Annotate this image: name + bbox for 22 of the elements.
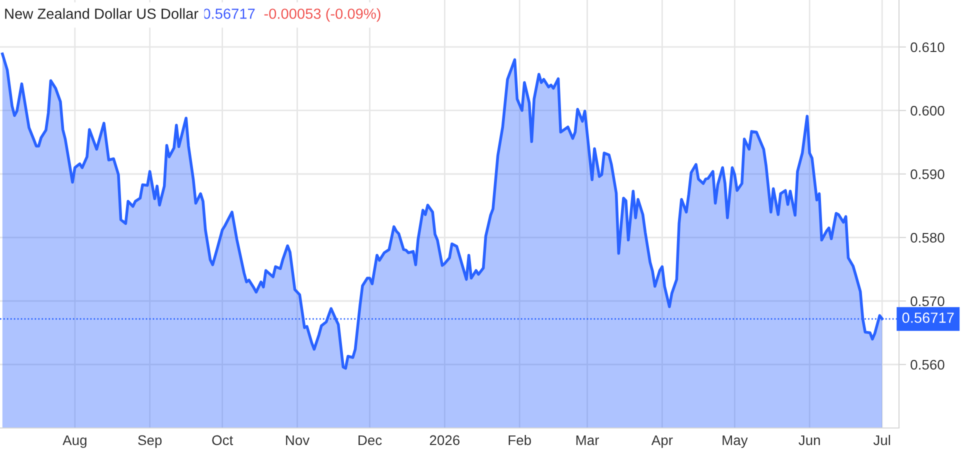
y-tick-label: 0.580	[910, 232, 944, 243]
chart-title: New Zealand Dollar US Dollar	[5, 8, 198, 19]
annotation: -0.00053 (-0.09%)	[264, 8, 380, 22]
x-tick-label: Apr	[651, 435, 673, 448]
x-tick-label: Sep	[138, 435, 162, 448]
y-tick-label: 0.560	[910, 360, 944, 370]
y-tick-label: 0.610	[910, 42, 944, 52]
x-tick-label: May	[722, 435, 748, 448]
x-tick-label: 2026	[430, 435, 460, 446]
x-tick-label: Oct	[212, 435, 234, 446]
x-tick-label: Dec	[358, 435, 382, 446]
ref-line-label: 0.56717	[902, 312, 954, 323]
x-tick-label: Aug	[62, 435, 86, 448]
annotation: 0.56717	[203, 8, 255, 19]
y-tick-label: 0.590	[910, 169, 944, 180]
y-tick-label: 0.570	[910, 296, 944, 306]
x-tick-label: Nov	[286, 435, 310, 446]
y-tick-label: 0.600	[910, 106, 944, 116]
x-tick-label: Jul	[873, 434, 890, 446]
x-tick-label: Feb	[508, 434, 531, 446]
x-tick-label: Jun	[798, 435, 820, 446]
x-tick-label: Mar	[576, 435, 599, 446]
